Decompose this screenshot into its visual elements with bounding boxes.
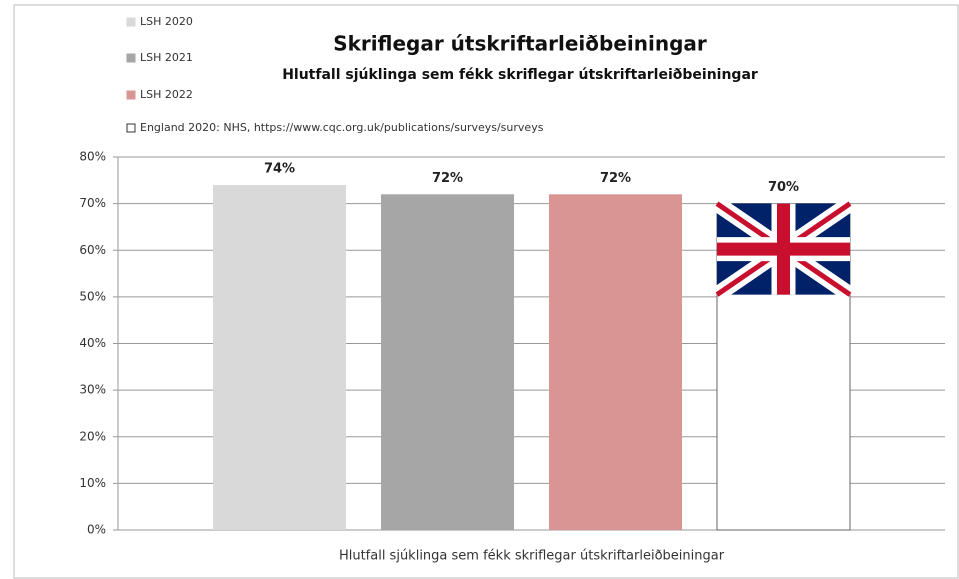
legend-swatch <box>126 123 136 133</box>
chart-subtitle: Hlutfall sjúklinga sem fékk skriflegar ú… <box>282 67 758 83</box>
legend-swatch <box>126 90 136 100</box>
data-label: 72% <box>432 171 463 186</box>
chart-title: Skriflegar útskriftarleiðbeiningar <box>333 32 707 56</box>
y-tick-label: 50% <box>79 289 106 303</box>
bar <box>381 194 514 531</box>
bar <box>213 184 346 530</box>
data-label: 74% <box>264 161 295 176</box>
legend-label: LSH 2021 <box>140 51 193 64</box>
legend-label: LSH 2020 <box>140 15 193 28</box>
y-tick-label: 40% <box>79 336 106 350</box>
flag <box>712 197 855 302</box>
y-tick-label: 80% <box>79 150 106 164</box>
data-label: 72% <box>600 171 631 186</box>
y-tick-label: 10% <box>79 476 106 490</box>
y-tick-label: 60% <box>79 243 106 257</box>
y-tick-label: 30% <box>79 383 106 397</box>
y-tick-label: 20% <box>79 429 106 443</box>
x-tick-label: Hlutfall sjúklinga sem fékk skriflegar ú… <box>339 549 725 564</box>
legend-swatch <box>126 17 136 27</box>
bar <box>549 194 682 531</box>
legend-label: England 2020: NHS, https://www.cqc.org.u… <box>140 121 544 134</box>
legend-label: LSH 2022 <box>140 88 193 101</box>
legend-swatch <box>126 53 136 63</box>
data-label: 70% <box>768 180 799 195</box>
flag-cross-red <box>717 203 850 295</box>
y-tick-label: 0% <box>87 523 106 537</box>
y-tick-label: 70% <box>79 196 106 210</box>
